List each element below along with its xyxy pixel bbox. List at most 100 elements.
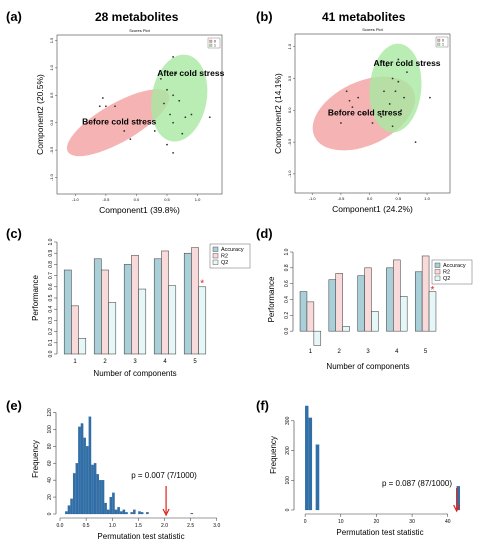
panel-label-a: (a) (6, 9, 22, 24)
x-tick-label: 2.0 (161, 523, 168, 529)
score-point (394, 90, 397, 93)
y-tick-label: 0.7 (48, 272, 54, 279)
panel-label-e: (e) (6, 398, 22, 413)
plot-title: Scores Plot (362, 27, 383, 32)
y-tick-label: -0.5 (49, 146, 54, 154)
score-point (153, 130, 156, 132)
group-label-1: After cold stress (157, 68, 224, 78)
legend-swatch (209, 43, 213, 47)
histogram-bar (119, 511, 123, 515)
bar (161, 250, 169, 355)
legend-label: 0 (214, 39, 216, 43)
y-tick-label: 0.5 (48, 294, 54, 301)
histogram-bar (67, 505, 71, 515)
bar (71, 305, 79, 355)
histogram-bar (83, 437, 86, 515)
histogram-bar (88, 416, 92, 515)
group-label-1: After cold stress (373, 58, 440, 68)
y-axis-label: Frequency (269, 436, 278, 474)
histogram-bar (117, 507, 120, 515)
x-tick-label: 4 (163, 359, 167, 365)
score-point (166, 143, 168, 146)
y-tick-label: 0 (47, 512, 53, 515)
histogram-bar (122, 509, 126, 515)
bar (414, 271, 423, 332)
bar (108, 302, 117, 355)
permutation-histogram-f: 0 10 20 30 40 0 100 200 300 p = 0.087 (87/1000) Pe… (269, 405, 461, 537)
histogram-bar (86, 446, 89, 515)
score-point (345, 90, 348, 93)
histogram-bar (112, 492, 115, 515)
y-tick-label: 0.8 (48, 261, 54, 268)
y-axis-label: Component2 (14.1%) (273, 73, 283, 154)
legend-label: Q2 (443, 276, 450, 282)
score-point (172, 121, 175, 124)
histogram-bar (146, 512, 149, 515)
legend-swatch (209, 39, 213, 43)
x-tick-label: 10 (338, 519, 344, 525)
bar (306, 301, 315, 332)
y-tick-label: 1.0 (49, 64, 54, 70)
x-tick-label: 0.5 (396, 196, 402, 201)
y-tick-label: 0.6 (284, 280, 290, 287)
x-axis-label: Number of components (93, 369, 176, 378)
histogram-bar (140, 512, 144, 515)
x-tick-label: 3 (133, 359, 137, 365)
confidence-ellipse-1 (151, 54, 208, 142)
legend-swatch (212, 253, 219, 259)
x-tick-label: 4 (395, 349, 399, 355)
histogram-bar (104, 502, 107, 515)
score-point (159, 77, 162, 80)
x-axis-label: Permutation test statistic (336, 528, 423, 537)
score-point (400, 109, 403, 112)
x-tick-label: 40 (445, 519, 451, 525)
histogram-bar (125, 512, 128, 515)
y-tick-label: -1.0 (287, 170, 292, 178)
y-tick-label: 0.2 (284, 312, 290, 319)
y-tick-label: 0.2 (48, 328, 54, 335)
score-point (172, 94, 175, 97)
y-tick-label: 1.0 (284, 248, 290, 255)
histogram-bar (80, 423, 84, 515)
histogram-bar (72, 473, 76, 515)
x-tick-label: 5 (424, 349, 428, 355)
legend-swatch (434, 262, 441, 268)
panel-label-d: (d) (256, 226, 273, 241)
p-value-annotation: p = 0.087 (87/1000) (382, 479, 452, 488)
bar (138, 288, 147, 355)
histogram-bar (315, 444, 320, 511)
histogram-bar (93, 463, 97, 515)
plot-title: Scores Plot (129, 28, 150, 33)
x-tick-label: 2.5 (187, 523, 194, 529)
score-point (348, 99, 351, 102)
y-tick-label: 100 (47, 425, 53, 434)
x-tick-label: 5 (193, 359, 197, 365)
y-tick-label: 0.4 (284, 296, 290, 303)
x-tick-label: 0.5 (164, 197, 170, 202)
panel-d: (d) 1 2 3 4 5 0.0 0.2 0.4 0.6 0.8 1.0 * Accuracy R2 Q2… (240, 222, 480, 387)
score-point (414, 141, 417, 144)
score-point (391, 125, 394, 128)
bar (198, 286, 207, 355)
score-point (166, 88, 168, 91)
panel-c: (c) 1 2 3 4 5 0.0 0.1 0.2 0.3 0.4 0.5 0.6 0.7 0.8 0.9 1… (0, 222, 251, 387)
x-tick-label: 1.0 (195, 197, 201, 202)
permutation-histogram-e: 0.0 0.5 1.0 1.5 2.0 2.5 3.0 0 20 40 60 80 100 120 p = … (31, 408, 220, 541)
x-tick-label: 1 (73, 359, 77, 365)
bar (371, 311, 379, 332)
score-point (181, 132, 184, 135)
histogram-bar (109, 496, 113, 515)
score-point (388, 103, 391, 105)
confidence-ellipse-1 (369, 43, 422, 133)
panel-a: (a) 28 metabolites Scores Plot Before col… (0, 0, 240, 215)
score-point (380, 115, 383, 118)
bar (123, 264, 132, 355)
bar (386, 267, 394, 332)
y-tick-label: 0.0 (287, 107, 292, 113)
bar (78, 338, 87, 355)
legend-swatch (437, 42, 441, 46)
legend-label: 0 (442, 38, 444, 42)
bar (428, 291, 437, 332)
y-tick-label: 0 (285, 508, 291, 511)
x-tick-label: 0.0 (367, 196, 373, 201)
